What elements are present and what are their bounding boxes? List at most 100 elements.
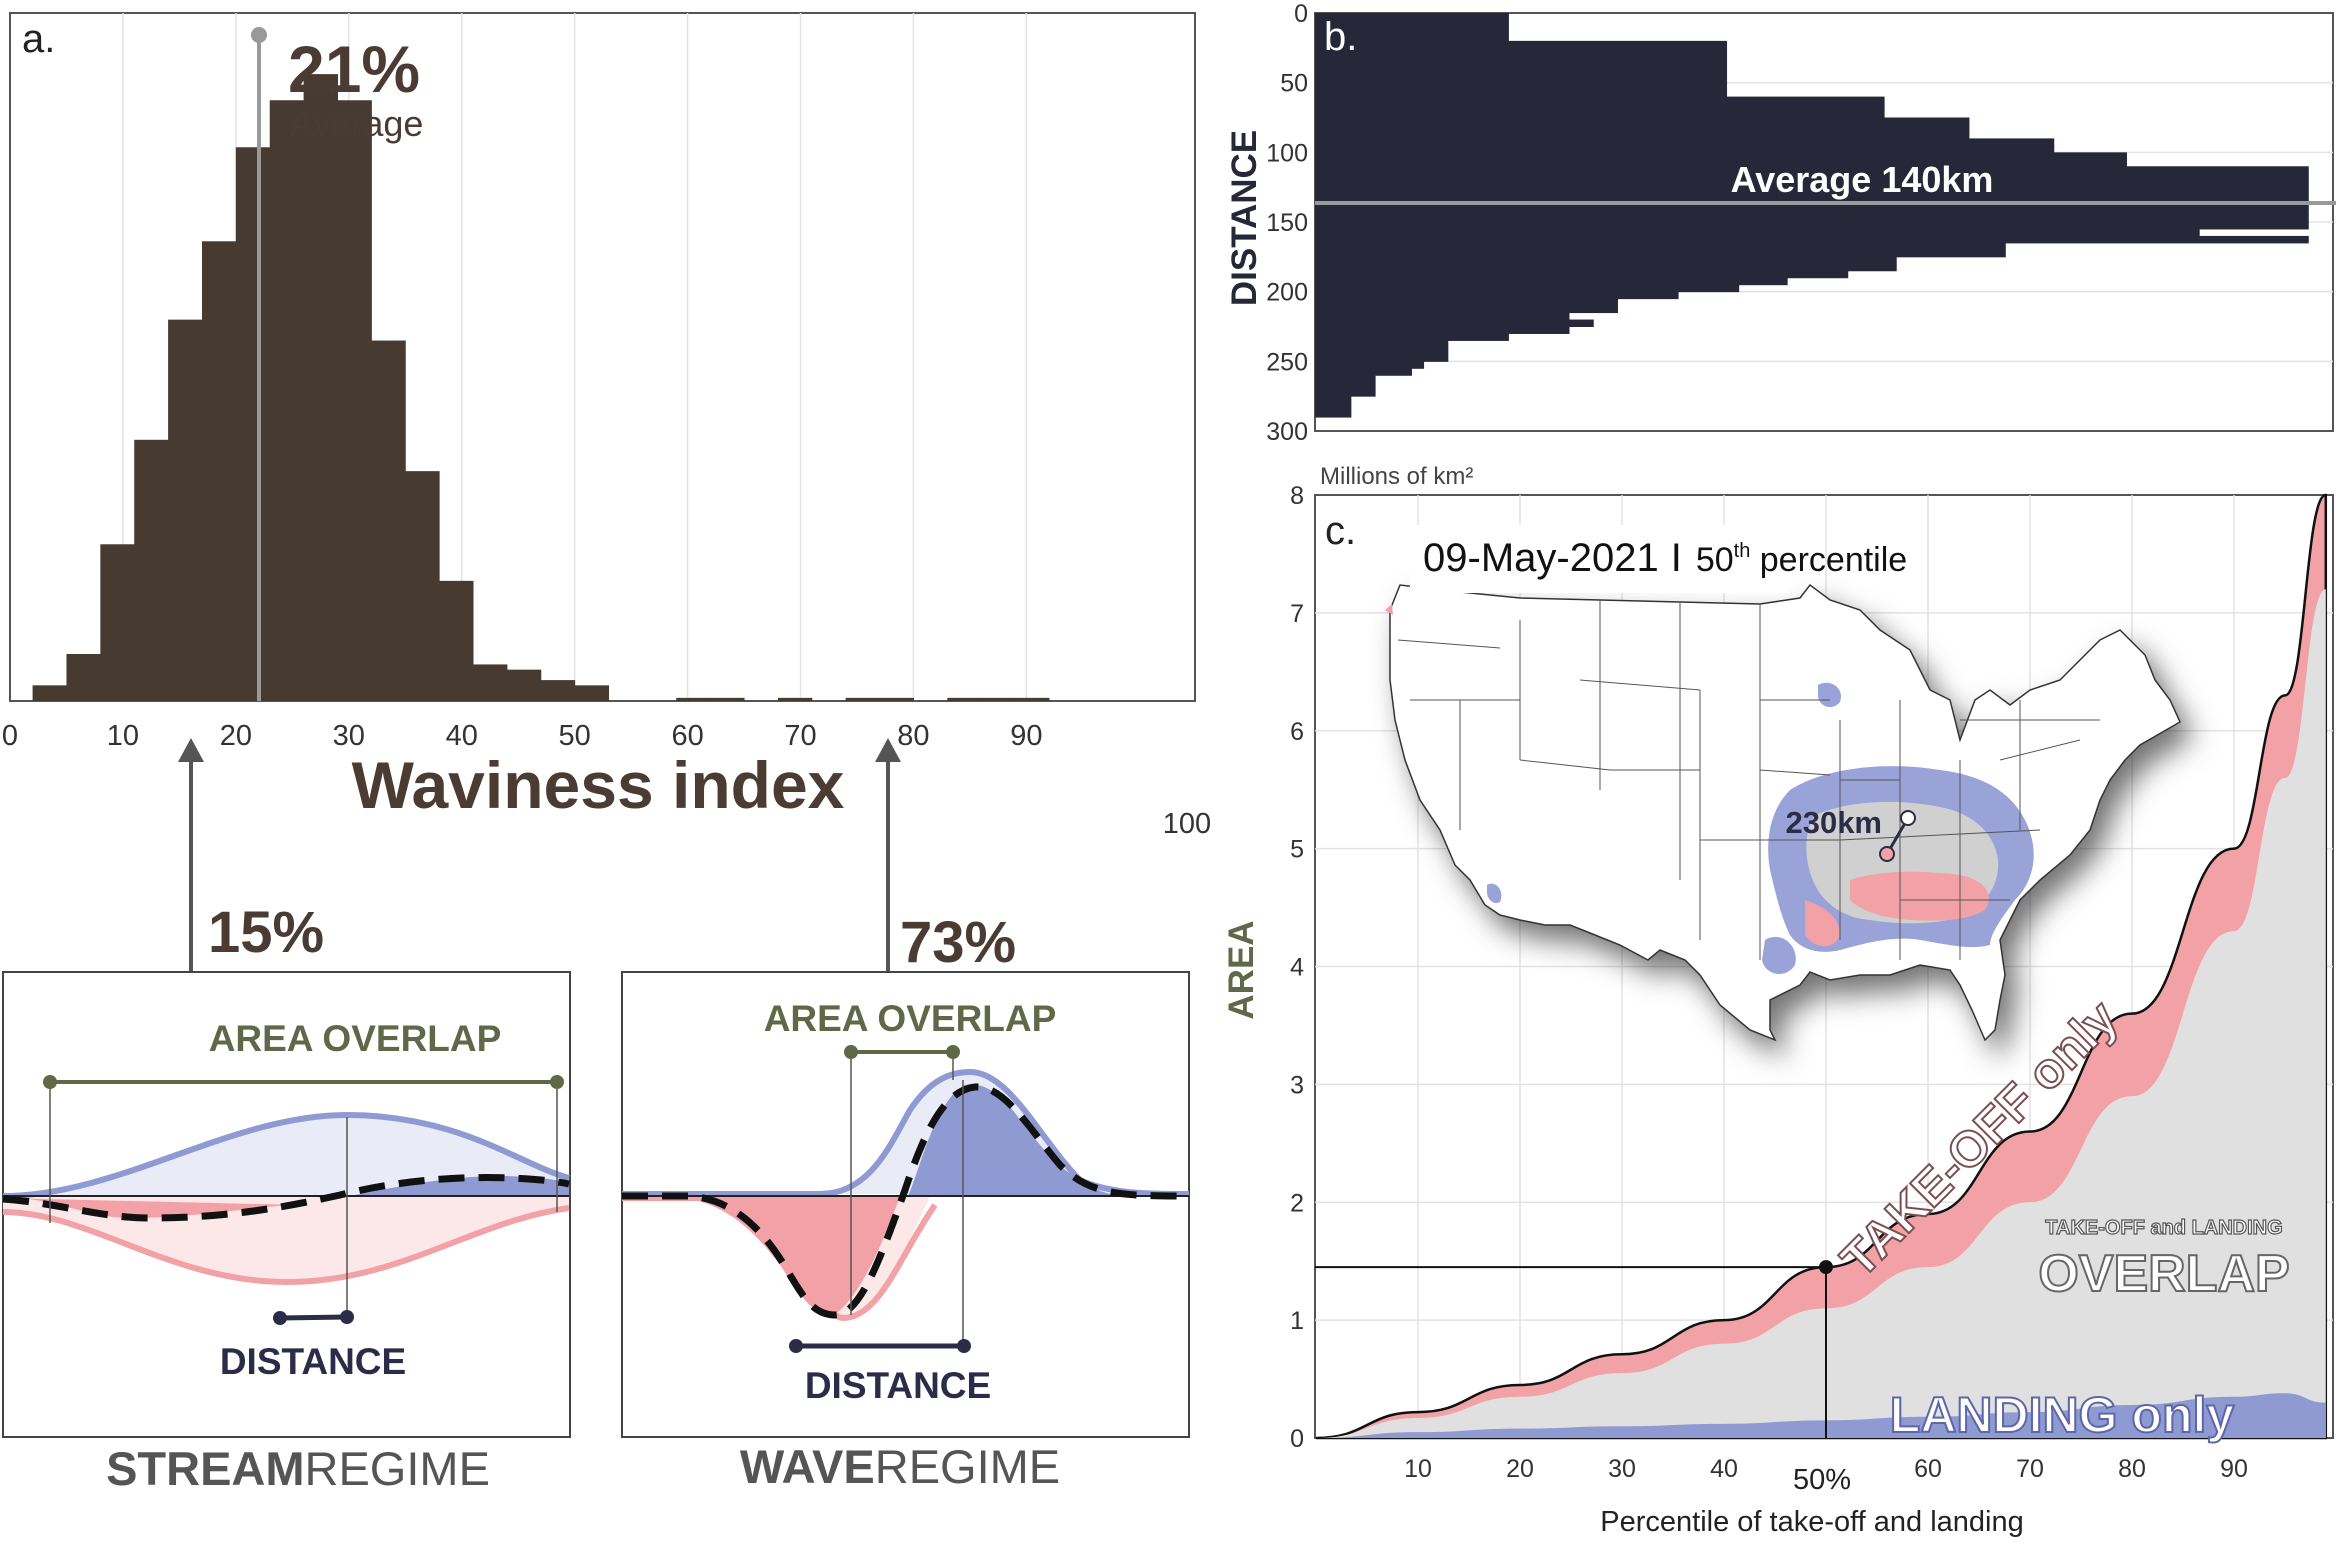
distance-bar — [1315, 263, 1897, 272]
panel-c-x-tick: 60 — [1914, 1455, 1942, 1483]
histogram-bar — [269, 100, 305, 702]
wave-regime-label: WAVEREGIME — [740, 1440, 1060, 1493]
distance-bar — [1315, 235, 2309, 244]
panel-b-y-tick: 50 — [1280, 70, 1308, 98]
distance-bar — [1315, 368, 1412, 376]
distance-bar — [1315, 47, 1728, 56]
stream-distance-end-right — [340, 1310, 354, 1324]
stream-regime-label: STREAMREGIME — [106, 1442, 490, 1495]
panel-a-x-tick: 10 — [107, 720, 139, 752]
wave-distance-label: DISTANCE — [805, 1365, 991, 1406]
average-value: 21% — [288, 32, 420, 106]
stream-regime-bold: STREAM — [106, 1442, 304, 1495]
panel-c-pct-suffix: percentile — [1750, 541, 1907, 579]
stream-blue-fill — [3, 1115, 569, 1196]
distance-bar — [1315, 347, 1449, 355]
panel-a-x-ticks: 0 10 20 30 40 50 60 70 80 90 — [2, 720, 1043, 752]
panel-c-ticks: 10 20 30 40 60 70 80 90 0 1 2 3 4 5 6 7 8 — [1290, 482, 2248, 1483]
panel-c-y-tick: 5 — [1290, 836, 1304, 864]
histogram-bar — [981, 697, 1016, 701]
area-series-overlap — [1316, 589, 2326, 1438]
distance-bar — [1315, 410, 1352, 418]
distance-bar — [1315, 138, 2055, 146]
panel-c-units: Millions of km² — [1320, 463, 1473, 490]
distance-bar — [1315, 396, 1352, 404]
panel-c-title: 09-May-2021 I 50th percentile — [1423, 536, 1907, 580]
panel-c-x-tick: 80 — [2118, 1455, 2146, 1483]
distance-bar — [1315, 326, 1570, 334]
panel-c-separator: I — [1671, 536, 1682, 580]
panel-c: Millions of km² 10 20 30 40 60 70 80 90 0 1 2 3 4 5 6 7… — [1222, 463, 2334, 1538]
panel-b-average-label: Average 140km — [1731, 159, 1994, 200]
histogram-bar — [66, 653, 101, 701]
panel-b-y-tick: 150 — [1266, 209, 1308, 237]
histogram-bar — [947, 697, 982, 701]
panel-c-pct-sup: th — [1734, 540, 1751, 562]
distance-bar — [1315, 228, 2200, 237]
panel-b: Average 140km b. 0 50 100 150 200 250 300 DIST… — [1225, 0, 2336, 446]
landing-region-small — [1762, 936, 1796, 975]
panel-c-y-axis-label: AREA — [1222, 920, 1261, 1019]
distance-bar — [1315, 61, 1728, 70]
map-landing-point — [1900, 810, 1916, 826]
panel-c-x-tick: 30 — [1608, 1455, 1636, 1483]
landing-region-west — [1486, 883, 1502, 904]
panel-c-pct-prefix: 50 — [1696, 541, 1734, 579]
wave-red-curve — [622, 1195, 938, 1322]
distance-bar — [1315, 215, 2309, 223]
panel-c-date: 09-May-2021 — [1423, 536, 1659, 580]
wave-distance-end-right — [957, 1339, 971, 1353]
panel-a-x-tick: 50 — [559, 720, 591, 752]
distance-bar — [1315, 159, 2127, 167]
distance-bar — [1315, 166, 2309, 174]
stream-blue-curve — [2, 1111, 570, 1199]
histogram-bar — [540, 680, 576, 701]
wave-regime-light: REGIME — [875, 1440, 1060, 1493]
distance-bar — [1315, 96, 1885, 105]
wave-dashed-curve — [622, 1083, 1190, 1319]
distance-bar — [1315, 319, 1594, 327]
histogram-bar — [134, 439, 169, 701]
stream-overlap-end-right — [550, 1075, 564, 1089]
panel-b-y-axis-label: DISTANCE — [1225, 130, 1264, 306]
panel-c-y-tick: 6 — [1290, 718, 1304, 746]
state-borders — [1397, 600, 2100, 960]
panel-c-y-tick: 8 — [1290, 482, 1304, 510]
distance-bar — [1315, 180, 2309, 188]
panel-c-y-tick: 7 — [1290, 600, 1304, 628]
histogram-bar — [201, 241, 237, 701]
distance-bar — [1315, 110, 1885, 118]
distance-bar — [1315, 152, 2127, 160]
wave-blue-dark-fill — [908, 1084, 1120, 1196]
wave-blue-curve — [622, 1068, 1190, 1197]
panel-a-bars — [32, 74, 1050, 702]
histogram-bar — [337, 100, 372, 702]
distance-bar — [1315, 270, 1849, 279]
map-takeoff-point — [1879, 846, 1895, 862]
panel-c-y-tick: 4 — [1290, 954, 1304, 982]
stream-distance-label: DISTANCE — [220, 1341, 406, 1382]
panel-c-y-tick: 1 — [1290, 1307, 1304, 1335]
stream-percentage: 15% — [208, 900, 324, 965]
marker-point — [1819, 1260, 1833, 1275]
panel-a-x-tick: 40 — [446, 720, 478, 752]
panel-a-x-tick: 80 — [897, 720, 929, 752]
x-tick-100: 100 — [1163, 808, 1211, 840]
average-label: Average — [290, 103, 423, 144]
panel-c-y-tick: 0 — [1290, 1425, 1304, 1453]
distance-bar — [1315, 54, 1728, 63]
wave-area-overlap-label: AREA OVERLAP — [764, 998, 1057, 1039]
histogram-bar — [168, 319, 203, 701]
wave-distance-end-left — [789, 1339, 803, 1353]
stream-red-dark — [3, 1196, 300, 1218]
histogram-bar — [405, 471, 440, 701]
overlap-small-label: TAKE-OFF and LANDING — [2045, 1217, 2282, 1239]
area-series-landing-only — [1316, 1393, 2326, 1438]
distance-bar — [1315, 361, 1425, 369]
distance-bar — [1315, 312, 1570, 321]
distance-bar — [1315, 284, 1740, 293]
distance-bar — [1315, 68, 1728, 77]
distance-bar — [1315, 33, 1509, 42]
wave-regime-box: AREA OVERLAP DISTANCE — [621, 971, 1190, 1438]
panel-a-x-tick: 0 — [2, 720, 18, 752]
